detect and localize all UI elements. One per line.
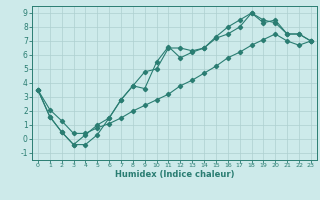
X-axis label: Humidex (Indice chaleur): Humidex (Indice chaleur) bbox=[115, 170, 234, 179]
